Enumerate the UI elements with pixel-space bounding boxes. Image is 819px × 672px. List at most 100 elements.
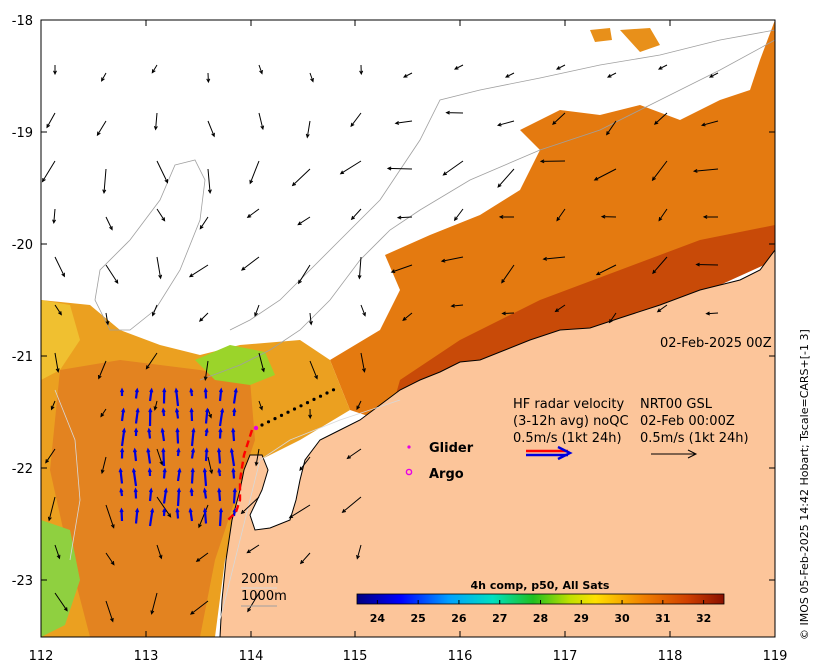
- lon-tick-label: 119: [763, 649, 788, 664]
- nrt-legend-line2: 02-Feb 00:00Z: [640, 414, 735, 429]
- hf-vector: [204, 447, 209, 462]
- nrt-vector: [102, 168, 107, 195]
- glider-track: [260, 388, 336, 427]
- nrt-vector: [308, 408, 313, 420]
- nrt-vector: [402, 72, 413, 78]
- hf-vector: [162, 487, 168, 504]
- nrt-vector: [258, 400, 263, 411]
- hf-vector: [188, 507, 194, 522]
- nrt-vector: [54, 304, 62, 316]
- nrt-vector: [450, 303, 464, 308]
- hf-vector: [162, 387, 167, 404]
- nrt-vector: [390, 264, 413, 273]
- nrt-vector: [288, 504, 311, 519]
- nrt-vector: [156, 256, 163, 280]
- glider-track-point: [266, 420, 271, 424]
- argo-legend-label: Argo: [429, 467, 464, 482]
- nrt-vector: [96, 120, 107, 137]
- copyright-text: © IMOS 05-Feb-2025 14:42 Hobart; Tscale=…: [798, 329, 811, 640]
- hf-vector: [190, 427, 196, 447]
- lon-tick-label: 118: [658, 649, 683, 664]
- colorbar-title: 4h comp, p50, All Sats: [471, 579, 610, 592]
- nrt-vector: [291, 168, 311, 187]
- hf-vector: [204, 407, 210, 424]
- land-mass: [220, 250, 775, 637]
- plot-frame: [40, 19, 776, 638]
- nrt-vector: [593, 168, 617, 181]
- hf-vector: [147, 467, 152, 477]
- hf-vector: [162, 467, 167, 479]
- nrt-vector: [308, 312, 313, 326]
- hf-vector: [189, 407, 194, 422]
- nrt-vector: [497, 168, 515, 188]
- nrt-vector: [151, 304, 158, 317]
- glider-track-point: [299, 404, 303, 408]
- hf-vector: [232, 487, 237, 504]
- nrt-vector: [105, 264, 119, 284]
- nrt-vector: [240, 496, 260, 515]
- nrt-vector: [153, 400, 158, 411]
- nrt-legend-line3: 0.5m/s (1kt 24h): [640, 431, 749, 446]
- hf-vector: [120, 407, 126, 422]
- hf-vector: [133, 487, 138, 499]
- hf-legend-line1: HF radar velocity: [513, 397, 625, 412]
- hf-vector: [175, 507, 180, 519]
- sst-field-cloud-patches: [590, 28, 660, 52]
- shelf-contour-south: [219, 399, 401, 621]
- nrt-vector: [240, 256, 260, 271]
- nrt-vector: [386, 166, 413, 171]
- isobath-1000m: [229, 29, 775, 331]
- hf-vector: [160, 427, 166, 442]
- hf-vector: [162, 507, 167, 517]
- nrt-vector: [207, 168, 212, 195]
- glider-track-point: [260, 423, 264, 427]
- lat-tick-label: -23: [12, 574, 33, 589]
- hf-vector: [189, 487, 194, 497]
- colorbar-tick-label: 24: [370, 612, 386, 625]
- lon-tick-label: 112: [29, 649, 54, 664]
- nrt-vector: [445, 110, 464, 115]
- nrt-vector: [504, 72, 515, 78]
- hf-vector: [217, 467, 222, 477]
- colorbar-tick-label: 29: [574, 612, 589, 625]
- nrt-vector: [497, 120, 515, 127]
- nrt-vector: [41, 160, 56, 183]
- nrt-vector: [542, 256, 566, 261]
- hf-vector: [120, 427, 126, 447]
- nrt-vector: [309, 360, 318, 380]
- lon-tick-label: 114: [239, 649, 264, 664]
- hf-vector: [231, 427, 236, 442]
- nrt-vector: [539, 159, 566, 164]
- nrt-vector: [156, 448, 164, 466]
- depth-label-1000m: 1000m: [241, 589, 287, 604]
- hf-vector: [161, 407, 166, 417]
- nrt-vector: [357, 256, 362, 280]
- nrt-vector: [203, 360, 209, 381]
- hf-vector: [134, 427, 139, 437]
- nrt-vector: [195, 552, 209, 563]
- nrt-vector: [651, 160, 668, 182]
- hf-vector: [161, 447, 166, 467]
- nrt-vector: [151, 64, 158, 74]
- nrt-vector: [100, 456, 107, 475]
- nrt-vector: [246, 544, 260, 554]
- glider-track-point: [318, 394, 323, 398]
- hf-vector: [132, 447, 138, 462]
- hf-vector: [218, 387, 223, 402]
- hf-vector: [174, 407, 180, 419]
- nrt-vector: [501, 264, 515, 284]
- nrt-vector: [258, 352, 265, 373]
- hf-vector: [134, 507, 140, 524]
- nrt-vector: [53, 65, 57, 76]
- hf-vector: [131, 467, 138, 487]
- sst-field-east: [330, 20, 775, 420]
- nrt-vector: [299, 456, 311, 472]
- nrt-vector: [356, 400, 362, 411]
- nrt-vector: [402, 312, 413, 322]
- nrt-vector: [498, 214, 515, 219]
- nrt-vector: [695, 262, 719, 267]
- hf-vector: [231, 467, 236, 479]
- hf-vector: [175, 427, 180, 444]
- nrt-vector: [297, 216, 311, 226]
